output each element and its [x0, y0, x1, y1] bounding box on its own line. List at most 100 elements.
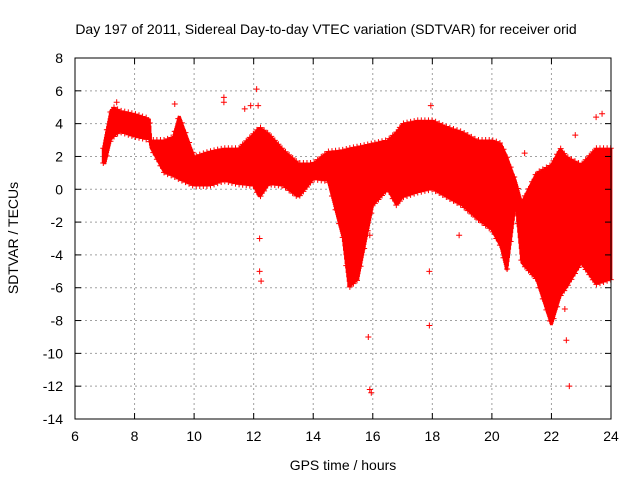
data-point-outlier — [366, 232, 373, 239]
data-point — [157, 162, 164, 169]
data-point — [554, 303, 561, 310]
data-point — [357, 263, 364, 270]
data-point — [146, 138, 153, 145]
data-point — [461, 129, 468, 136]
data-point — [193, 152, 200, 159]
y-axis-label: SDTVAR / TECUs — [5, 182, 21, 294]
data-point — [429, 186, 436, 193]
data-point — [436, 120, 443, 127]
data-point — [286, 187, 293, 194]
data-point — [282, 184, 289, 191]
data-point — [303, 184, 310, 191]
x-tick-label: 6 — [71, 428, 79, 444]
data-point — [546, 162, 553, 169]
data-point — [464, 131, 471, 138]
data-point — [543, 306, 550, 313]
data-point — [507, 164, 514, 171]
data-point — [521, 192, 528, 199]
data-point — [536, 168, 543, 175]
data-point — [118, 129, 125, 136]
data-point — [207, 148, 214, 155]
data-point — [336, 220, 343, 227]
data-point — [493, 138, 500, 145]
data-point — [450, 125, 457, 132]
data-point — [346, 145, 353, 152]
data-point — [489, 137, 496, 144]
data-point — [554, 151, 561, 158]
data-point — [257, 193, 264, 200]
data-point — [111, 104, 118, 111]
data-point — [421, 187, 428, 194]
data-point — [125, 109, 132, 116]
data-point — [379, 138, 386, 145]
data-point — [146, 119, 153, 126]
data-point — [511, 173, 518, 180]
data-point — [311, 159, 318, 166]
data-point-outlier — [220, 99, 227, 106]
data-point — [364, 227, 371, 234]
x-axis-label: GPS time / hours — [290, 457, 397, 473]
data-point — [586, 271, 593, 278]
data-point — [504, 154, 511, 161]
data-point-outlier — [426, 322, 433, 329]
data-point — [364, 141, 371, 148]
data-point — [189, 182, 196, 189]
data-point — [114, 106, 121, 113]
data-point — [418, 188, 425, 195]
y-tick-label: 2 — [55, 148, 63, 164]
data-point — [454, 127, 461, 134]
data-point — [396, 198, 403, 205]
data-point — [203, 149, 210, 156]
data-point — [550, 157, 557, 164]
data-point-outlier — [365, 333, 372, 340]
data-point — [521, 263, 528, 270]
data-point — [411, 118, 418, 125]
data-point — [186, 139, 193, 146]
data-point-outlier — [521, 150, 528, 157]
data-point — [343, 262, 350, 269]
data-point-outlier — [253, 86, 260, 93]
data-point — [368, 210, 375, 217]
data-point — [514, 220, 521, 227]
data-point — [543, 164, 550, 171]
x-tick-label: 24 — [603, 428, 619, 444]
data-point — [579, 160, 586, 167]
data-point — [296, 192, 303, 199]
data-point — [350, 280, 357, 287]
data-point — [429, 117, 436, 124]
data-point-outlier — [247, 102, 254, 109]
plot-frame — [74, 57, 612, 420]
data-point — [257, 124, 264, 131]
data-point — [357, 143, 364, 150]
data-point — [446, 124, 453, 131]
data-point — [139, 135, 146, 142]
data-point — [496, 242, 503, 249]
x-tick-label: 12 — [246, 428, 262, 444]
data-point — [178, 119, 185, 126]
data-point — [339, 146, 346, 153]
data-point — [371, 139, 378, 146]
data-point — [468, 210, 475, 217]
data-point — [121, 108, 128, 115]
data-point — [518, 198, 525, 205]
y-tick-label: -10 — [43, 345, 63, 361]
data-point — [250, 130, 257, 137]
data-point — [168, 134, 175, 141]
data-point — [307, 160, 314, 167]
data-point-outlier — [563, 337, 570, 344]
y-tick-label: 8 — [55, 50, 63, 66]
data-point — [211, 147, 218, 154]
data-point — [171, 128, 178, 135]
y-tick-label: -14 — [43, 411, 63, 427]
data-point-outlier — [426, 268, 433, 275]
data-point — [289, 155, 296, 162]
data-point — [293, 158, 300, 165]
data-point — [132, 111, 139, 118]
data-point — [182, 179, 189, 186]
y-tick-label: -12 — [43, 378, 63, 394]
data-point — [568, 276, 575, 283]
data-point — [582, 266, 589, 273]
data-point — [207, 182, 214, 189]
data-point — [500, 254, 507, 261]
